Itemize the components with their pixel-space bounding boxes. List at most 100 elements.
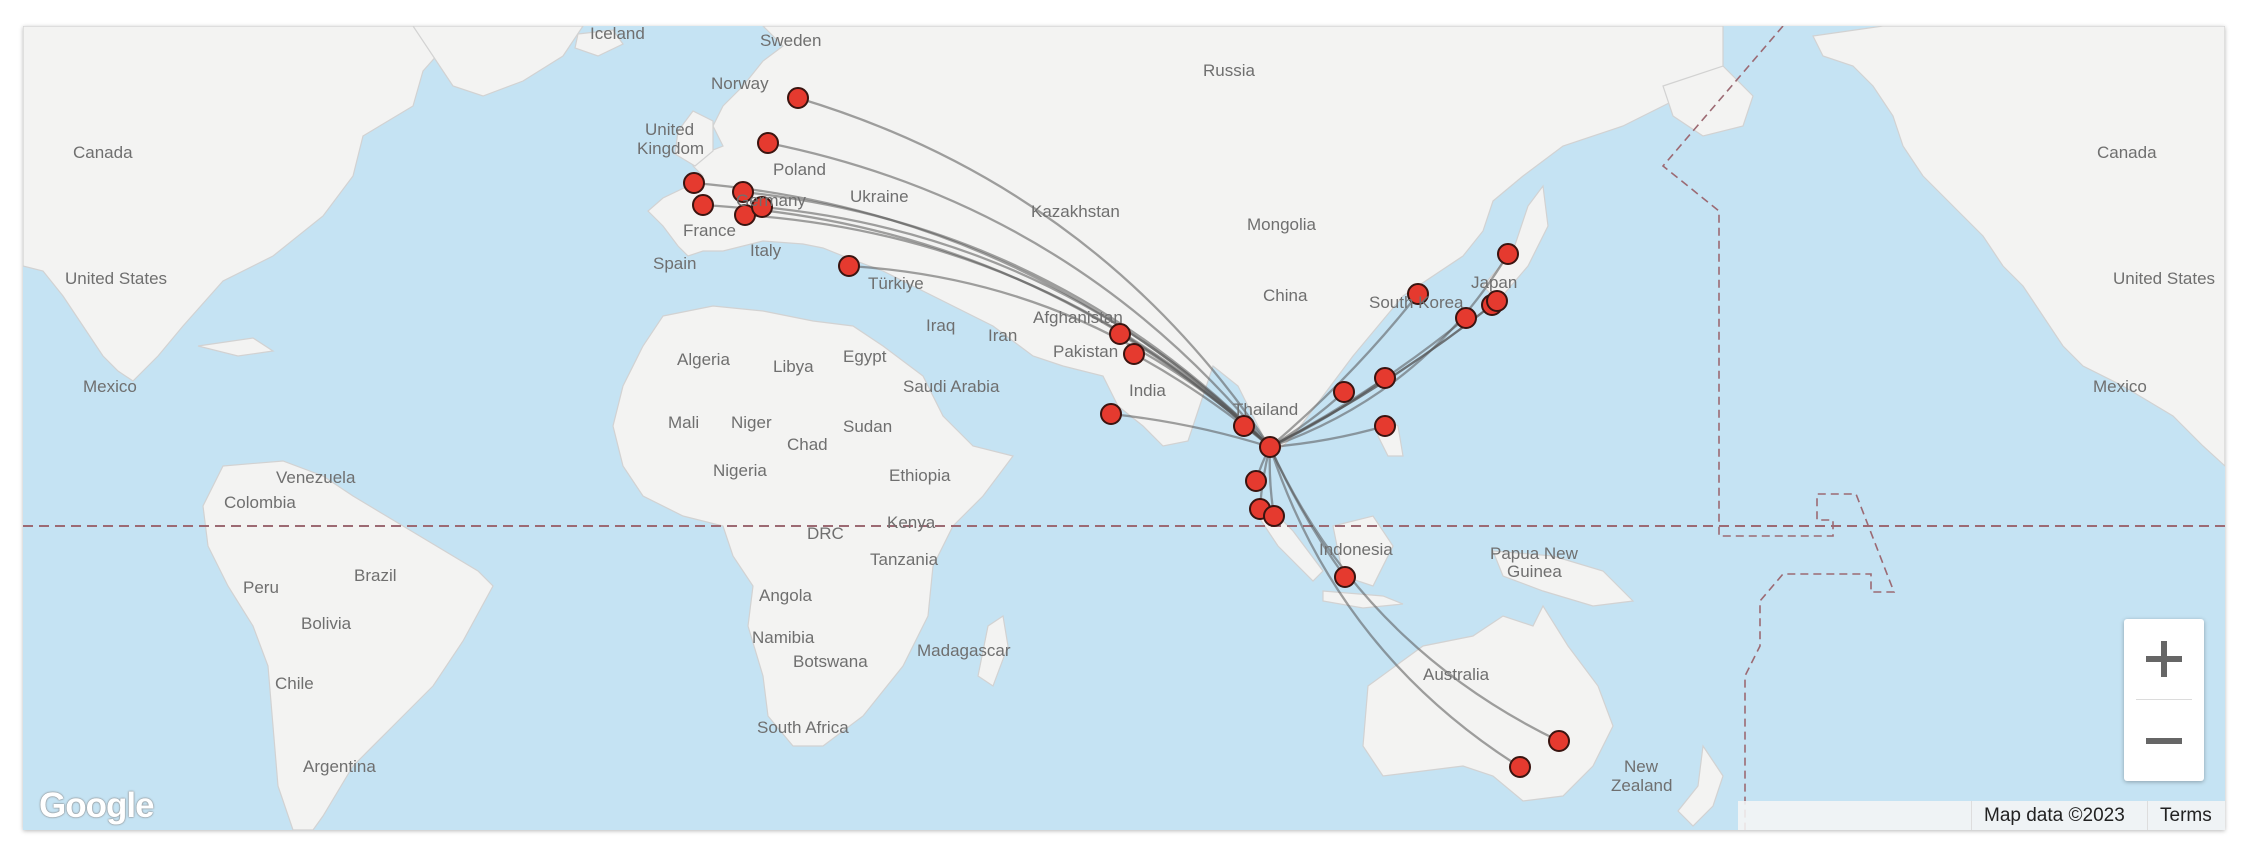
label-mongolia: Mongolia: [1247, 215, 1317, 234]
label-kenya: Kenya: [887, 513, 936, 532]
zoom-in-button[interactable]: [2124, 619, 2204, 699]
zoom-out-button[interactable]: [2124, 701, 2204, 781]
flight-route: [761, 205, 1271, 448]
map-data-attribution: Map data ©2023: [1971, 801, 2147, 830]
airport-marker[interactable]: [1374, 415, 1396, 437]
airport-marker[interactable]: [1245, 470, 1267, 492]
landmass-north-america: [23, 26, 464, 382]
label-iran: Iran: [988, 326, 1017, 345]
label-south-africa: South Africa: [757, 718, 849, 737]
label-peru: Peru: [243, 578, 279, 597]
airport-marker[interactable]: [1374, 367, 1396, 389]
flight-route: [797, 96, 1271, 448]
label-norway: Norway: [711, 74, 769, 93]
zoom-control: [2124, 619, 2204, 781]
label-colombia: Colombia: [224, 493, 296, 512]
label-brazil: Brazil: [354, 566, 397, 585]
label-mali: Mali: [668, 413, 699, 432]
flight-route: [1269, 253, 1509, 449]
landmass-new-zealand: [1677, 744, 1724, 827]
landmass-iceland: [574, 29, 624, 57]
airport-marker[interactable]: [1509, 756, 1531, 778]
airport-marker[interactable]: [787, 87, 809, 109]
airport-marker[interactable]: [1109, 323, 1131, 345]
airport-marker[interactable]: [683, 172, 705, 194]
label-botswana: Botswana: [793, 652, 868, 671]
label-new-zealand-1: New: [1624, 757, 1659, 776]
label-ethiopia: Ethiopia: [889, 466, 951, 485]
attribution-spacer: [1738, 801, 1971, 830]
label-indonesia: Indonesia: [1319, 540, 1393, 559]
label-russia: Russia: [1203, 61, 1256, 80]
label-spain: Spain: [653, 254, 696, 273]
label-libya: Libya: [773, 357, 814, 376]
label-chad: Chad: [787, 435, 828, 454]
airport-marker[interactable]: [757, 132, 779, 154]
date-line: [1661, 26, 1896, 830]
airport-marker[interactable]: [1100, 403, 1122, 425]
airport-marker[interactable]: [692, 194, 714, 216]
landmass-south-america: [202, 460, 494, 830]
label-nigeria: Nigeria: [713, 461, 767, 480]
label-japan: Japan: [1471, 273, 1517, 292]
land-layer: [23, 26, 2225, 830]
label-turkiye: Türkiye: [868, 274, 924, 293]
label-iceland: Iceland: [590, 26, 645, 43]
label-united-states-east: United States: [2113, 269, 2215, 288]
label-drc: DRC: [807, 524, 844, 543]
label-papua-new-guinea-1: Papua New: [1490, 544, 1579, 563]
label-egypt: Egypt: [843, 347, 887, 366]
airport-marker[interactable]: [838, 255, 860, 277]
label-kazakhstan: Kazakhstan: [1031, 202, 1120, 221]
map-container[interactable]: Iceland Sweden Norway Russia Canada Cana…: [23, 26, 2225, 830]
flight-route: [1268, 446, 1521, 768]
label-argentina: Argentina: [303, 757, 376, 776]
landmass-madagascar: [977, 614, 1009, 687]
airport-marker[interactable]: [732, 181, 754, 203]
label-france: France: [683, 221, 736, 240]
airport-marker[interactable]: [1233, 415, 1255, 437]
airport-marker[interactable]: [1259, 436, 1281, 458]
label-united-kingdom-2: Kingdom: [637, 139, 704, 158]
airport-marker[interactable]: [1497, 243, 1519, 265]
landmass-new-guinea: [1492, 550, 1635, 607]
airport-marker[interactable]: [1263, 505, 1285, 527]
airport-marker[interactable]: [1486, 290, 1508, 312]
label-sweden: Sweden: [760, 31, 821, 50]
landmass-north-america-east: [1812, 26, 2225, 467]
airport-marker[interactable]: [1334, 566, 1356, 588]
label-thailand: Thailand: [1233, 400, 1298, 419]
label-united-kingdom-1: United: [645, 120, 694, 139]
label-ukraine: Ukraine: [850, 187, 909, 206]
airport-marker[interactable]: [1407, 283, 1429, 305]
airport-marker[interactable]: [1548, 730, 1570, 752]
label-venezuela: Venezuela: [276, 468, 356, 487]
label-papua-new-guinea-2: Guinea: [1507, 562, 1562, 581]
map-canvas[interactable]: Iceland Sweden Norway Russia Canada Cana…: [23, 26, 2225, 830]
minus-icon: [2146, 738, 2182, 744]
label-algeria: Algeria: [677, 350, 730, 369]
airport-marker[interactable]: [1455, 307, 1477, 329]
terms-link[interactable]: Terms: [2147, 801, 2225, 830]
label-chile: Chile: [275, 674, 314, 693]
label-pakistan: Pakistan: [1053, 342, 1118, 361]
landmass-cuba: [197, 337, 275, 357]
label-madagascar: Madagascar: [917, 641, 1011, 660]
label-australia: Australia: [1423, 665, 1490, 684]
label-iraq: Iraq: [926, 316, 955, 335]
landmass-greenland: [412, 26, 584, 97]
landmass-uk: [674, 110, 714, 167]
label-sudan: Sudan: [843, 417, 892, 436]
label-afghanistan: Afghanistan: [1033, 308, 1123, 327]
airport-marker[interactable]: [751, 196, 773, 218]
zoom-divider: [2136, 699, 2192, 700]
label-mexico-west: Mexico: [83, 377, 137, 396]
label-united-states-west: United States: [65, 269, 167, 288]
airport-marker[interactable]: [1333, 381, 1355, 403]
google-logo: Google: [39, 786, 155, 825]
flight-route: [1110, 412, 1271, 449]
airport-marker[interactable]: [1123, 343, 1145, 365]
country-labels: Iceland Sweden Norway Russia Canada Cana…: [65, 26, 2215, 795]
flight-route: [1268, 446, 1560, 743]
flight-route: [767, 141, 1271, 448]
